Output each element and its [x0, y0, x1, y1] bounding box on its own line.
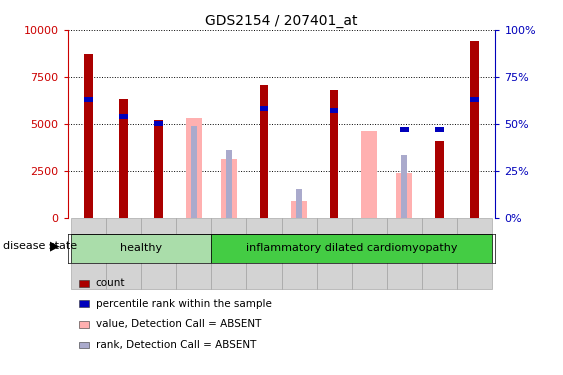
Bar: [401, 154, 408, 218]
Bar: [291, 201, 307, 217]
FancyBboxPatch shape: [352, 217, 387, 289]
Text: inflammatory dilated cardiomyopathy: inflammatory dilated cardiomyopathy: [246, 243, 457, 254]
Title: GDS2154 / 207401_at: GDS2154 / 207401_at: [205, 13, 358, 28]
Bar: [330, 90, 338, 218]
Bar: [119, 114, 128, 118]
Text: disease state: disease state: [3, 241, 77, 250]
Bar: [71, 234, 211, 262]
Bar: [84, 54, 93, 217]
FancyBboxPatch shape: [211, 217, 247, 289]
Text: count: count: [96, 278, 125, 288]
Bar: [400, 127, 409, 132]
Bar: [260, 106, 269, 111]
Bar: [470, 41, 479, 218]
Bar: [154, 120, 163, 218]
FancyBboxPatch shape: [141, 217, 176, 289]
Bar: [186, 118, 202, 218]
Text: percentile rank within the sample: percentile rank within the sample: [96, 299, 271, 309]
FancyBboxPatch shape: [316, 217, 352, 289]
Bar: [221, 159, 237, 218]
Bar: [211, 234, 492, 262]
FancyBboxPatch shape: [247, 217, 282, 289]
Bar: [191, 126, 197, 218]
Bar: [330, 108, 338, 113]
Bar: [396, 172, 412, 217]
Bar: [470, 97, 479, 102]
Bar: [260, 86, 269, 218]
Bar: [226, 150, 232, 217]
Bar: [84, 97, 93, 102]
FancyBboxPatch shape: [457, 217, 492, 289]
Text: rank, Detection Call = ABSENT: rank, Detection Call = ABSENT: [96, 340, 256, 350]
Bar: [435, 127, 444, 132]
FancyBboxPatch shape: [422, 217, 457, 289]
Text: healthy: healthy: [120, 243, 162, 254]
Bar: [154, 122, 163, 126]
FancyBboxPatch shape: [282, 217, 316, 289]
FancyBboxPatch shape: [71, 217, 106, 289]
Text: value, Detection Call = ABSENT: value, Detection Call = ABSENT: [96, 320, 261, 329]
Bar: [361, 131, 377, 218]
Text: ▶: ▶: [50, 239, 59, 252]
FancyBboxPatch shape: [106, 217, 141, 289]
Bar: [296, 189, 302, 217]
Bar: [435, 141, 444, 218]
FancyBboxPatch shape: [387, 217, 422, 289]
Bar: [119, 99, 128, 218]
FancyBboxPatch shape: [176, 217, 211, 289]
